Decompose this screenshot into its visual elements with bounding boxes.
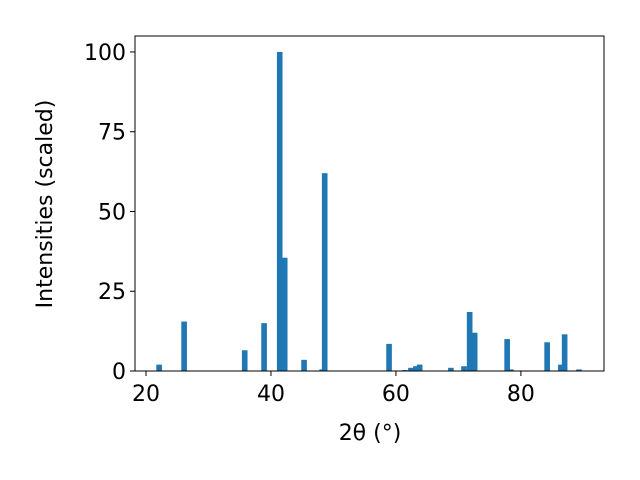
y-tick-label: 25 bbox=[98, 280, 126, 305]
y-axis-label: Intensities (scaled) bbox=[33, 100, 58, 309]
bar bbox=[508, 369, 514, 371]
bar bbox=[241, 350, 248, 371]
y-tick-label: 50 bbox=[98, 200, 126, 225]
y-tick-label: 0 bbox=[112, 360, 126, 385]
bar bbox=[466, 311, 473, 371]
x-tick-label: 60 bbox=[382, 382, 410, 407]
x-tick-label: 20 bbox=[132, 382, 160, 407]
bar bbox=[156, 364, 162, 371]
bar bbox=[413, 366, 419, 371]
bar bbox=[261, 323, 267, 371]
bar bbox=[408, 367, 414, 371]
x-tick-label: 40 bbox=[257, 382, 285, 407]
bar bbox=[281, 257, 288, 371]
bar bbox=[561, 334, 568, 371]
bar bbox=[321, 173, 328, 371]
x-axis-label: 2θ (°) bbox=[339, 421, 402, 446]
plot-frame bbox=[134, 35, 605, 372]
bar bbox=[461, 366, 467, 371]
bar bbox=[504, 339, 510, 371]
bar bbox=[181, 321, 187, 371]
bar bbox=[276, 51, 283, 371]
y-tick-label: 100 bbox=[84, 41, 126, 66]
bar bbox=[576, 369, 582, 371]
bar bbox=[544, 342, 550, 371]
bar bbox=[558, 364, 564, 371]
x-tick-label: 80 bbox=[507, 382, 535, 407]
bar bbox=[416, 364, 423, 371]
bar bbox=[471, 332, 478, 371]
bar bbox=[448, 367, 454, 371]
bar bbox=[386, 343, 392, 371]
bar bbox=[301, 359, 307, 371]
y-tick-label: 75 bbox=[98, 121, 126, 146]
